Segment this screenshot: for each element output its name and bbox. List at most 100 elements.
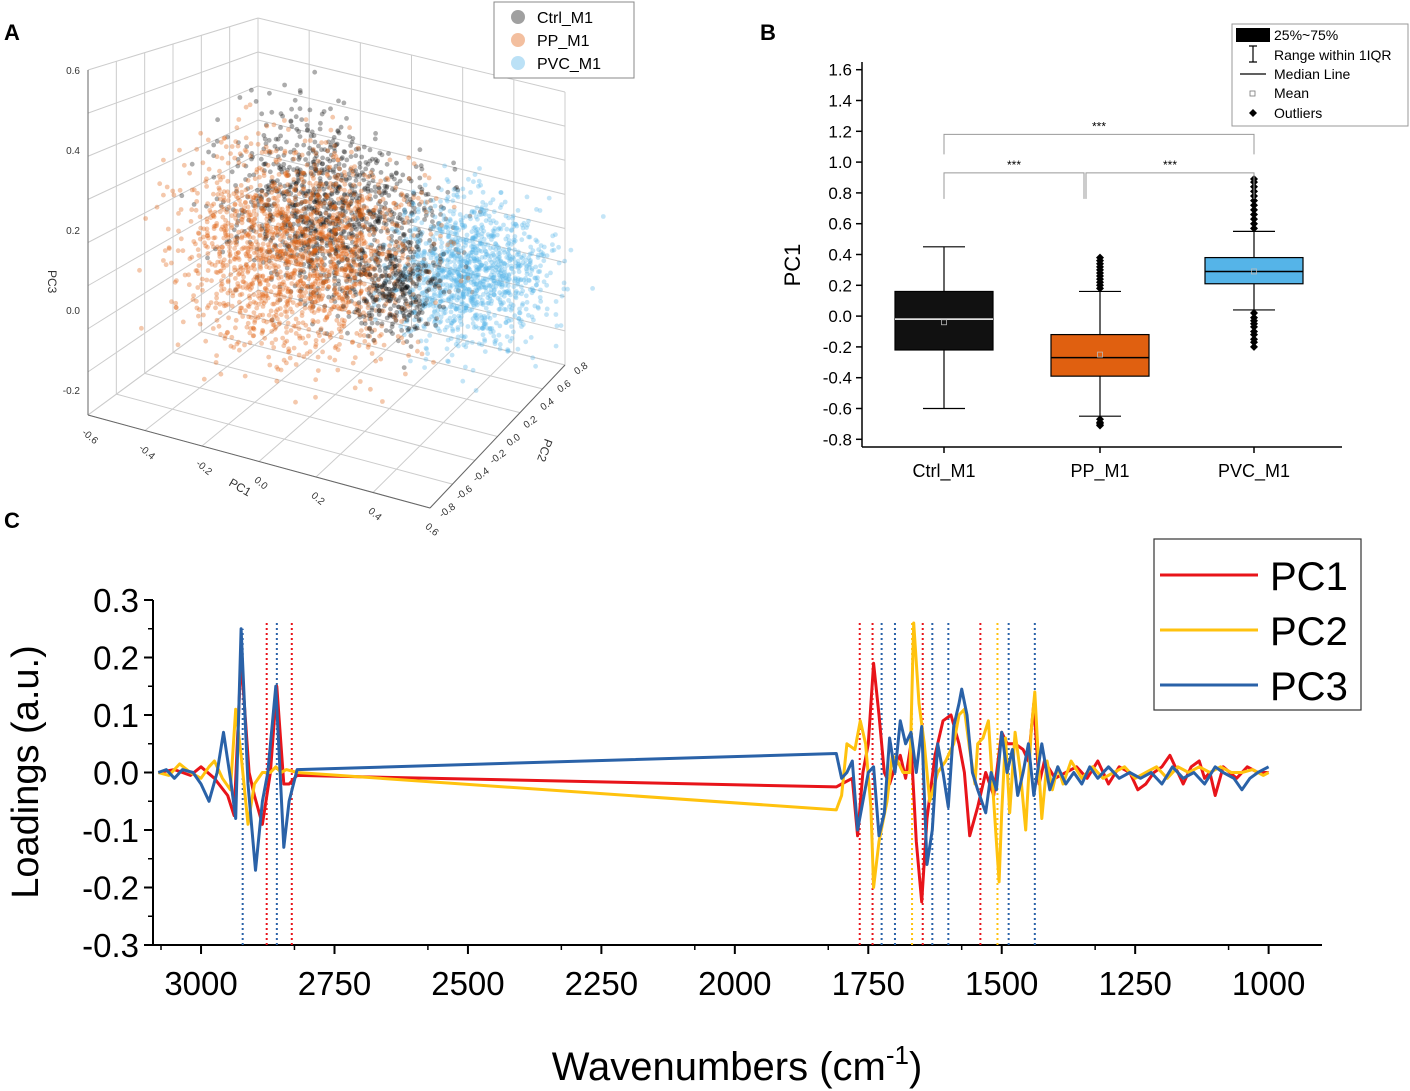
scatter-point xyxy=(392,256,398,261)
scatter-point xyxy=(326,248,331,254)
floor-grid-line xyxy=(315,339,464,478)
scatter-point xyxy=(558,323,564,328)
scatter-point xyxy=(491,252,497,258)
scatter-point xyxy=(214,317,220,323)
scatter-point xyxy=(441,213,446,219)
scatter-point xyxy=(208,210,214,216)
scatter-point xyxy=(376,263,382,269)
scatter-point xyxy=(405,255,411,260)
scatter-point xyxy=(281,234,287,240)
scatter-point xyxy=(503,320,509,326)
scatter-point xyxy=(336,200,342,206)
scatter-point xyxy=(451,250,457,256)
scatter-point xyxy=(290,238,295,243)
scatter-point xyxy=(516,269,522,275)
scatter-point xyxy=(501,306,507,312)
scatter-point xyxy=(240,285,246,290)
scatter-point xyxy=(473,281,479,287)
scatter-point xyxy=(422,182,428,188)
scatter-point xyxy=(392,229,398,235)
legend-marker-a xyxy=(511,56,525,70)
scatter-point xyxy=(374,283,380,289)
scatter-point xyxy=(218,203,224,208)
scatter-point xyxy=(310,190,316,196)
scatter-point xyxy=(389,172,394,178)
scatter-point xyxy=(308,296,314,302)
scatter-point xyxy=(315,368,321,373)
scatter-point xyxy=(264,123,270,129)
scatter-point xyxy=(245,233,251,239)
scatter-point xyxy=(213,360,219,365)
x-axis-label: Wavenumbers (cm-1) xyxy=(552,1040,923,1089)
scatter-point xyxy=(377,198,383,204)
scatter-point xyxy=(308,225,314,231)
scatter-point xyxy=(320,338,326,344)
scatter-point xyxy=(337,342,342,347)
scatter-point xyxy=(194,268,200,274)
y-tick-label: -0.8 xyxy=(823,430,852,449)
scatter-point xyxy=(344,116,349,121)
scatter-point xyxy=(321,272,327,278)
scatter-point xyxy=(227,252,233,257)
scatter-point xyxy=(298,251,304,257)
scatter-point xyxy=(302,302,308,307)
scatter-point xyxy=(336,321,342,327)
scatter-point xyxy=(349,286,355,291)
scatter-point xyxy=(279,169,285,175)
scatter-point xyxy=(317,211,323,217)
scatter-point xyxy=(317,176,323,181)
scatter-point xyxy=(330,218,336,224)
scatter-point xyxy=(316,143,321,149)
scatter-point xyxy=(448,296,454,302)
scatter-point xyxy=(561,280,567,286)
scatter-point xyxy=(289,211,295,216)
scatter-point xyxy=(370,226,376,232)
scatter-point xyxy=(311,193,316,198)
scatter-point xyxy=(319,140,324,146)
scatter-point xyxy=(277,289,283,295)
scatter-point xyxy=(368,211,373,217)
scatter-point xyxy=(340,223,346,229)
scatter-point xyxy=(270,186,275,192)
scatter-point xyxy=(350,258,356,264)
scatter-point xyxy=(311,290,316,295)
scatter-point xyxy=(507,338,513,344)
scatter-point xyxy=(189,187,195,193)
scatter-point xyxy=(367,272,373,277)
scatter-point xyxy=(385,265,391,270)
scatter-point xyxy=(327,175,332,181)
scatter-point xyxy=(305,283,311,289)
scatter-point xyxy=(280,190,286,196)
scatter-point xyxy=(340,288,345,294)
scatter-point xyxy=(356,209,362,214)
scatter-point xyxy=(234,234,240,240)
scatter-point xyxy=(276,172,282,177)
scatter-point xyxy=(328,206,334,212)
scatter-point xyxy=(340,212,345,218)
scatter-point xyxy=(263,161,269,167)
scatter-point xyxy=(271,122,277,128)
scatter-point xyxy=(388,328,393,334)
scatter-point xyxy=(304,206,310,212)
scatter-point xyxy=(415,273,421,279)
scatter-point xyxy=(289,213,295,219)
scatter-point xyxy=(415,239,421,245)
scatter-point xyxy=(445,198,450,204)
scatter-point xyxy=(243,135,249,141)
scatter-point xyxy=(254,274,260,280)
scatter-point xyxy=(378,228,384,234)
scatter-point xyxy=(330,220,336,226)
scatter-point xyxy=(375,218,381,224)
scatter-point xyxy=(506,255,511,261)
scatter-point xyxy=(523,280,529,286)
scatter-point xyxy=(422,294,428,300)
scatter-point xyxy=(306,284,312,290)
scatter-point xyxy=(302,206,307,212)
scatter-point xyxy=(319,246,325,251)
scatter-point xyxy=(270,179,276,184)
scatter-point xyxy=(473,246,478,252)
scatter-point xyxy=(279,251,285,257)
scatter-point xyxy=(441,289,447,295)
scatter-point xyxy=(367,325,373,331)
scatter-point xyxy=(392,254,398,260)
